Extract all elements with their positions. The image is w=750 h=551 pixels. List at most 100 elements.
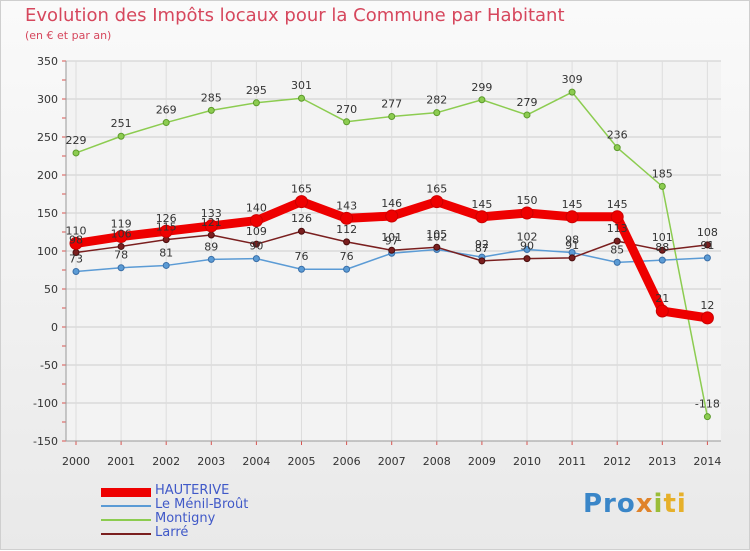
data-point-hauterive xyxy=(475,210,489,224)
data-point-hauterive xyxy=(565,210,579,224)
y-tick-label: 250 xyxy=(37,131,58,144)
data-label-hauterive: 140 xyxy=(246,202,267,215)
data-label-montigny: 277 xyxy=(381,97,402,110)
data-label-hauterive: 143 xyxy=(336,199,357,212)
legend-label: Montigny xyxy=(155,511,216,526)
legend-label: Le Ménil-Broût xyxy=(155,497,249,512)
legend-label: HAUTERIVE xyxy=(155,483,230,498)
data-label-le-menil-brout: 89 xyxy=(204,240,218,253)
data-label-hauterive: 133 xyxy=(201,207,222,220)
data-label-le-menil-brout: 85 xyxy=(610,243,624,256)
data-label-montigny: 279 xyxy=(517,96,538,109)
legend-swatch xyxy=(101,487,151,497)
logo-part-ti: ti xyxy=(663,489,687,519)
data-label-hauterive: 119 xyxy=(111,218,132,231)
data-point-hauterive xyxy=(340,211,354,225)
y-tick-label: 150 xyxy=(37,207,58,220)
data-point-le-menil-brout xyxy=(703,254,711,262)
data-point-larre xyxy=(388,246,396,254)
data-point-montigny xyxy=(703,413,711,421)
data-label-montigny: 269 xyxy=(156,104,177,117)
chart-subtitle: (en € et par an) xyxy=(25,29,112,42)
data-point-hauterive xyxy=(610,210,624,224)
data-label-larre: 87 xyxy=(475,242,489,255)
y-tick-label: 100 xyxy=(37,245,58,258)
data-label-hauterive: 21 xyxy=(655,292,669,305)
data-point-hauterive xyxy=(295,195,308,209)
proxiti-logo: Proxiti xyxy=(583,489,687,519)
y-tick-label: 300 xyxy=(37,93,58,106)
x-tick-label: 2006 xyxy=(333,455,361,468)
data-point-larre xyxy=(478,257,486,265)
legend-swatch xyxy=(101,519,151,521)
data-label-montigny: -118 xyxy=(695,398,720,411)
data-label-larre: 113 xyxy=(607,222,628,235)
x-tick-label: 2002 xyxy=(152,455,180,468)
data-label-montigny: 309 xyxy=(562,73,583,86)
data-label-le-menil-brout: 90 xyxy=(249,240,263,253)
x-tick-label: 2005 xyxy=(288,455,316,468)
data-label-montigny: 299 xyxy=(471,81,492,94)
legend-swatch xyxy=(101,505,151,507)
x-tick-label: 2014 xyxy=(693,455,721,468)
data-point-hauterive xyxy=(430,195,444,209)
x-tick-label: 2004 xyxy=(242,455,270,468)
data-point-le-menil-brout xyxy=(72,268,80,276)
data-label-larre: 126 xyxy=(291,212,312,225)
data-label-hauterive: 165 xyxy=(426,183,447,196)
data-point-montigny xyxy=(117,132,125,140)
data-label-montigny: 251 xyxy=(111,117,132,130)
data-point-larre xyxy=(433,243,441,251)
y-tick-label: -150 xyxy=(33,435,58,448)
data-point-hauterive xyxy=(114,230,128,244)
data-point-larre xyxy=(613,237,621,245)
x-tick-label: 2012 xyxy=(603,455,631,468)
data-point-montigny xyxy=(343,118,351,126)
data-label-hauterive: 145 xyxy=(471,198,492,211)
data-label-hauterive: 150 xyxy=(517,194,538,207)
data-point-larre xyxy=(703,241,711,249)
data-point-le-menil-brout xyxy=(252,255,260,263)
y-tick-label: 350 xyxy=(37,55,58,68)
legend-label: Larré xyxy=(155,525,189,540)
data-point-montigny xyxy=(658,182,666,190)
data-point-le-menil-brout xyxy=(523,245,531,253)
data-label-montigny: 229 xyxy=(66,134,87,147)
data-point-larre xyxy=(568,254,576,262)
data-point-montigny xyxy=(252,99,260,107)
y-tick-label: 50 xyxy=(44,283,58,296)
y-tick-label: -50 xyxy=(40,359,58,372)
data-label-larre: 101 xyxy=(652,231,673,244)
data-point-montigny xyxy=(162,119,170,127)
data-label-le-menil-brout: 88 xyxy=(655,241,669,254)
y-tick-label: -100 xyxy=(33,397,58,410)
data-label-larre: 101 xyxy=(381,231,402,244)
data-label-montigny: 295 xyxy=(246,84,267,97)
data-label-larre: 112 xyxy=(336,223,357,236)
data-label-montigny: 185 xyxy=(652,167,673,180)
data-point-hauterive xyxy=(69,236,83,250)
data-label-le-menil-brout: 98 xyxy=(565,234,579,247)
data-point-montigny xyxy=(207,106,215,114)
data-label-hauterive: 165 xyxy=(291,183,312,196)
x-tick-label: 2003 xyxy=(197,455,225,468)
data-label-le-menil-brout: 91 xyxy=(700,239,714,252)
data-point-le-menil-brout xyxy=(613,258,621,266)
data-point-montigny xyxy=(478,96,486,104)
y-tick-label: 200 xyxy=(37,169,58,182)
data-label-montigny: 236 xyxy=(607,129,628,142)
chart-title: Evolution des Impôts locaux pour la Comm… xyxy=(25,5,565,26)
data-label-montigny: 285 xyxy=(201,91,222,104)
data-point-larre xyxy=(117,242,125,250)
data-label-montigny: 301 xyxy=(291,79,312,92)
data-label-larre: 98 xyxy=(69,234,83,247)
data-point-montigny xyxy=(388,112,396,120)
data-point-le-menil-brout xyxy=(298,265,305,273)
data-label-larre: 105 xyxy=(426,228,447,241)
data-label-le-menil-brout: 102 xyxy=(517,230,538,243)
data-label-le-menil-brout: 76 xyxy=(340,250,354,263)
data-label-larre: 91 xyxy=(565,239,579,252)
data-point-montigny xyxy=(298,94,305,102)
